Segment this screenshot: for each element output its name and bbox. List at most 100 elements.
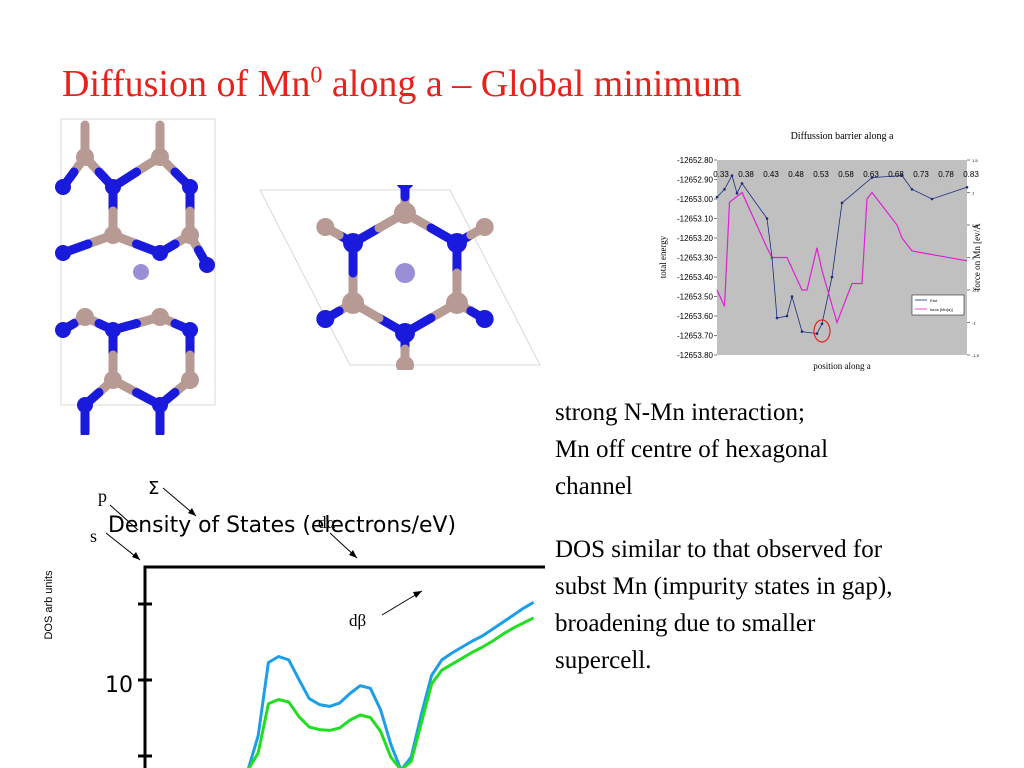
chart1-xlabel: position along a — [813, 361, 871, 371]
chart1-legend: Etot force [Mn(a)] — [911, 294, 965, 316]
chart1-xtick-label: 0.38 — [738, 170, 754, 179]
nitrogen-atom — [182, 322, 198, 338]
annotation-p-arrow — [109, 504, 139, 531]
chart1-y2tick-label: 0 — [972, 256, 975, 261]
boron-atom — [394, 202, 416, 224]
chart1-xtick-label: 0.53 — [813, 170, 829, 179]
nitrogen-atom — [152, 245, 168, 261]
manganese-atom — [395, 263, 415, 283]
dos-chart: DOS arb units Density of States (electro… — [43, 478, 545, 768]
chart1-y2tick-label: 0.5 — [972, 223, 978, 228]
annotation-d-alpha-arrowhead — [349, 550, 357, 558]
nitrogen-atom — [316, 310, 335, 328]
chart1-series-line-energy — [716, 174, 968, 335]
boron-atom — [475, 218, 494, 236]
nitrogen-atom — [395, 323, 415, 343]
nitrogen-atom — [105, 179, 121, 195]
chart1-xtick-label: 0.33 — [713, 170, 729, 179]
chart1-ytick-label: -12653.70 — [677, 332, 714, 341]
chart1-energy-point — [765, 217, 769, 220]
annotation-d-alpha: dα — [318, 513, 336, 532]
paragraph1-line: strong N-Mn interaction; — [555, 399, 805, 426]
boron-atom — [151, 308, 169, 326]
boron-atom — [396, 356, 414, 370]
chart1-energy-point — [910, 188, 914, 191]
legend-force: force [Mn(a)] — [930, 307, 953, 312]
annotation-p: p — [98, 486, 107, 506]
chart1-ytick-label: -12653.20 — [677, 234, 714, 243]
dos-series-line-partial — [247, 616, 535, 768]
annotation-sigma-arrowhead — [188, 508, 196, 516]
boron-atom — [104, 226, 122, 244]
paragraph2-line: DOS similar to that observed for — [555, 536, 883, 563]
manganese-atom — [133, 264, 149, 280]
minimum-highlight-ellipse — [813, 319, 831, 343]
dos-title: Density of States (electrons/eV) — [108, 513, 456, 538]
nitrogen-atom — [199, 257, 215, 273]
paragraph1-line: Mn off centre of hexagonal — [555, 436, 829, 463]
boron-atom — [316, 218, 335, 236]
boron-atom — [181, 226, 199, 244]
chart1-xtick-label: 0.83 — [963, 170, 979, 179]
chart1-xtick-label: 0.58 — [838, 170, 854, 179]
chart1-ylabel: total energy — [658, 235, 668, 278]
chart1-ytick-label: -12653.60 — [677, 312, 714, 321]
boron-atom — [104, 371, 122, 389]
chart1-ytick-label: -12653.50 — [677, 293, 714, 302]
chart1-y2label: force on Mn [ev/A — [972, 223, 982, 291]
chart1-xtick-label: 0.43 — [763, 170, 779, 179]
chart1-ytick-label: -12653.80 — [677, 351, 714, 360]
legend-etot: Etot — [930, 298, 938, 303]
chart1-ytick-label: -12653.30 — [677, 254, 714, 263]
chart1-y2tick-label: 1 — [972, 191, 975, 196]
chart1-y2tick-label: -1.5 — [972, 353, 980, 358]
nitrogen-atom — [475, 310, 494, 328]
chart1-energy-point — [740, 182, 744, 185]
chart1-energy-point — [715, 195, 719, 199]
title-rest: along a – Global minimum — [322, 63, 742, 105]
nitrogen-atom — [343, 233, 364, 253]
nitrogen-atom — [446, 233, 467, 253]
boron-atom — [76, 308, 94, 326]
nitrogen-atom — [55, 245, 71, 261]
chart1-energy-point — [870, 176, 874, 179]
chart1-energy-point — [790, 295, 794, 298]
chart1-energy-point — [820, 322, 824, 326]
chart1-xtick-label: 0.48 — [788, 170, 804, 179]
nitrogen-atom — [182, 179, 198, 195]
structure-side-view — [55, 118, 216, 435]
chart1-energy-point — [775, 316, 779, 320]
chart1-energy-point — [735, 191, 739, 195]
paragraph-nmn-interaction: strong N-Mn interaction; Mn off centre o… — [555, 394, 828, 505]
boron-atom — [342, 292, 365, 314]
chart1-energy-point — [723, 188, 726, 191]
chart1-ytick-label: -12652.90 — [677, 176, 714, 185]
diffusion-barrier-chart: Diffussion barrier along a -12652.80 -126… — [658, 131, 982, 371]
boron-atom — [151, 148, 169, 166]
annotation-s-arrowhead — [132, 552, 140, 560]
nitrogen-atom — [55, 322, 71, 338]
chart1-ytick-label: -12653.00 — [677, 195, 714, 204]
chart1-energy-point — [900, 174, 904, 177]
annotation-s: s — [90, 526, 97, 546]
paragraph2-line: subst Mn (impurity states in gap), — [555, 573, 893, 600]
paragraph1-line: channel — [555, 473, 633, 500]
chart1-energy-point — [840, 201, 844, 205]
chart1-ytick-label: -12652.80 — [677, 156, 714, 165]
cell-outline — [259, 189, 541, 366]
chart1-energy-point — [785, 314, 789, 318]
chart1-xtick-label: 0.78 — [938, 170, 954, 179]
chart1-ytick-label: -12653.40 — [677, 273, 714, 282]
paragraph2-line: supercell. — [555, 647, 652, 674]
nitrogen-atom — [77, 397, 93, 413]
chart1-plot-area — [717, 160, 967, 355]
nitrogen-atom — [55, 179, 71, 195]
annotation-d-beta: dβ — [349, 611, 366, 630]
chart1-title: Diffussion barrier along a — [791, 131, 894, 142]
slide-title: Diffusion of Mn0 along a – Global minimu… — [62, 62, 741, 106]
chart1-y2tick-label: -1 — [972, 321, 976, 326]
nitrogen-atom — [105, 322, 121, 338]
dos-series-line-total — [247, 601, 535, 768]
title-main: Diffusion of Mn — [62, 63, 311, 105]
chart1-xtick-label: 0.68 — [888, 170, 904, 179]
